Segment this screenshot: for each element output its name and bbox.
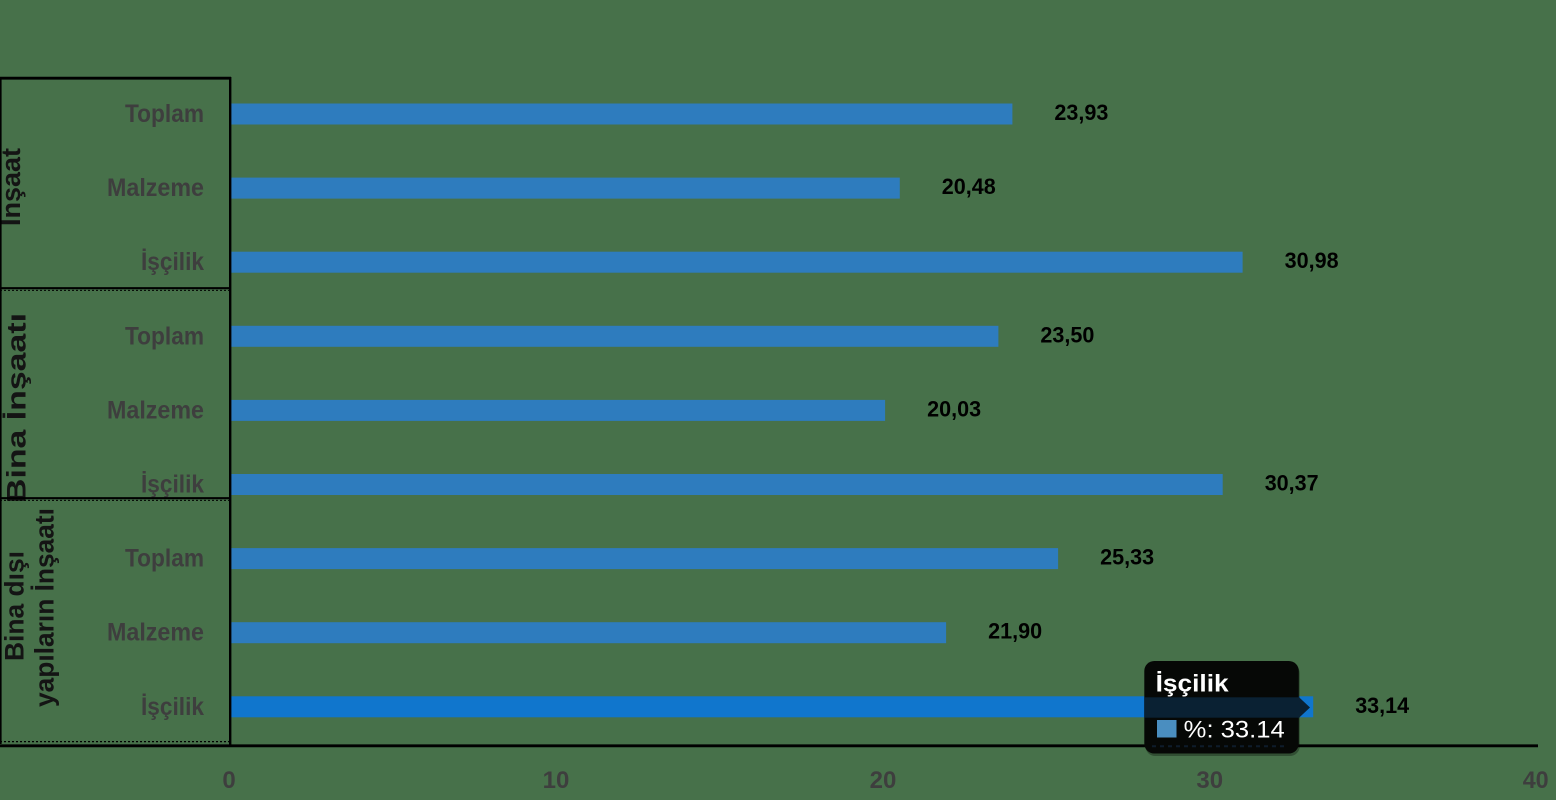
- svg-text:Malzeme: Malzeme: [107, 396, 204, 424]
- svg-text:30: 30: [1196, 767, 1223, 794]
- svg-text:23,50: 23,50: [1040, 322, 1094, 347]
- svg-text:Bina İnşaatı: Bina İnşaatı: [2, 313, 32, 503]
- svg-text:yapıların İnşaatı: yapıların İnşaatı: [30, 508, 60, 707]
- svg-text:20: 20: [870, 767, 897, 794]
- svg-text:İşçilik: İşçilik: [1156, 671, 1230, 698]
- svg-text:30,37: 30,37: [1265, 471, 1319, 496]
- svg-text:23,93: 23,93: [1054, 100, 1108, 125]
- svg-text:İnşaat: İnşaat: [0, 148, 26, 226]
- svg-text:Toplam: Toplam: [125, 545, 204, 573]
- svg-text:Malzeme: Malzeme: [107, 619, 204, 647]
- svg-text:İşçilik: İşçilik: [141, 248, 204, 276]
- svg-text:25,33: 25,33: [1100, 545, 1154, 570]
- svg-text:Toplam: Toplam: [125, 322, 204, 350]
- svg-text:Bina dışı: Bina dışı: [0, 551, 30, 661]
- svg-text:İşçilik: İşçilik: [141, 471, 204, 499]
- svg-text:20,03: 20,03: [927, 396, 981, 421]
- svg-text:20,48: 20,48: [942, 174, 996, 199]
- svg-text:10: 10: [543, 767, 570, 794]
- svg-text:Malzeme: Malzeme: [107, 174, 204, 202]
- svg-text:21,90: 21,90: [988, 619, 1042, 644]
- svg-text:30,98: 30,98: [1285, 248, 1339, 273]
- svg-text:0: 0: [222, 767, 235, 794]
- svg-text:Toplam: Toplam: [125, 100, 204, 128]
- svg-text:33,14: 33,14: [1355, 693, 1410, 718]
- svg-text:İşçilik: İşçilik: [141, 693, 204, 721]
- svg-text:40: 40: [1523, 767, 1549, 794]
- svg-text:%: 33.14: %: 33.14: [1184, 717, 1285, 744]
